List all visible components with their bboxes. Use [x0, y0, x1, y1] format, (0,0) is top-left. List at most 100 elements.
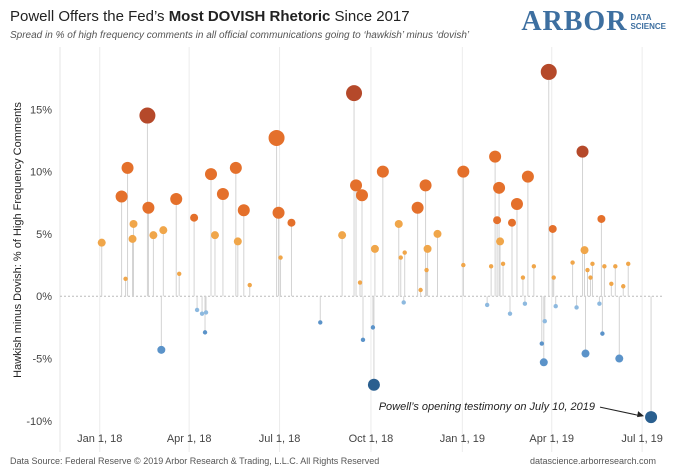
data-point [121, 161, 134, 174]
data-point [202, 330, 208, 335]
data-point [272, 206, 285, 219]
data-point [398, 255, 403, 260]
y-tick-label: 0% [36, 291, 52, 303]
arbor-logo: ARBOR DATA SCIENCE [521, 6, 666, 38]
data-point [576, 145, 589, 158]
logo-wordmark: ARBOR [521, 6, 628, 37]
data-point [521, 170, 534, 183]
data-point [247, 282, 252, 288]
data-point [551, 275, 556, 280]
data-point [203, 310, 209, 315]
data-point [418, 287, 423, 293]
data-point [590, 261, 595, 267]
data-point [520, 275, 526, 280]
data-point [585, 267, 590, 273]
data-point [268, 129, 285, 146]
data-point [157, 345, 166, 354]
chart-subtitle: Spread in % of high frequency comments i… [10, 30, 470, 41]
data-point [424, 267, 429, 273]
data-point [496, 237, 505, 246]
data-point [338, 231, 347, 240]
data-point [626, 261, 631, 267]
annotation-arrow [599, 406, 643, 417]
data-point [190, 213, 199, 222]
data-point [597, 214, 606, 223]
logo-sub-data: DATA [630, 13, 652, 22]
data-point [159, 226, 168, 235]
data-point [489, 150, 502, 163]
data-point [411, 201, 424, 214]
logo-sub-science: SCIENCE [630, 22, 666, 31]
data-point [574, 305, 579, 310]
data-point [597, 301, 602, 306]
title-suffix: Since 2017 [330, 8, 410, 25]
data-point [216, 188, 229, 201]
y-tick-label: -5% [32, 354, 52, 366]
data-point [457, 165, 470, 178]
data-point [210, 231, 219, 240]
chart-points [97, 63, 658, 424]
data-point [423, 244, 432, 253]
data-point [540, 63, 557, 80]
data-point [542, 318, 547, 324]
data-point [357, 280, 363, 285]
chart-title: Powell Offers the Fed’s Most DOVISH Rhet… [10, 8, 410, 25]
data-point [531, 264, 537, 269]
data-point [461, 262, 466, 268]
annotation-arrowhead [637, 411, 645, 418]
data-point [507, 311, 513, 316]
data-point [613, 264, 618, 269]
data-point [376, 165, 389, 178]
data-point [287, 218, 296, 227]
x-tick-label: Jan 1, 18 [77, 433, 122, 445]
data-point [539, 341, 544, 346]
data-point [609, 281, 614, 286]
data-point [360, 337, 366, 343]
data-point [237, 204, 250, 217]
data-point [177, 271, 182, 276]
data-point [355, 189, 368, 202]
data-point [500, 261, 506, 267]
website-link[interactable]: datascience.arborresearch.com [529, 456, 656, 466]
data-point [142, 201, 155, 214]
data-point [510, 198, 523, 211]
data-point [419, 179, 432, 192]
data-point [602, 264, 607, 269]
data-point [97, 238, 106, 247]
y-tick-label: -10% [26, 416, 52, 428]
chart-stems [101, 71, 652, 418]
data-point [553, 304, 558, 309]
y-axis-ticks: 15% 10% 5% 0% -5% -10% [26, 104, 52, 428]
data-point [229, 161, 242, 174]
y-tick-label: 15% [30, 104, 52, 116]
data-point [600, 331, 605, 336]
data-point [433, 229, 442, 238]
data-point [115, 190, 128, 203]
data-point [204, 168, 217, 181]
data-point [580, 246, 589, 255]
data-point [401, 300, 406, 305]
y-tick-label: 5% [36, 229, 52, 241]
data-point [194, 307, 200, 313]
y-tick-label: 10% [30, 167, 52, 179]
data-point [621, 284, 626, 289]
data-point [278, 255, 283, 260]
data-point [615, 354, 624, 363]
data-point [346, 85, 363, 102]
data-point [139, 107, 156, 124]
title-prefix: Powell Offers the Fed’s [10, 8, 169, 25]
data-point [350, 179, 363, 192]
annotation: Powell’s opening testimony on July 10, 2… [379, 401, 645, 418]
data-source: Data Source: Federal Reserve © 2019 Arbo… [10, 456, 380, 466]
data-point [233, 237, 242, 246]
title-emphasis: Most DOVISH Rhetoric [168, 8, 331, 25]
x-axis-ticks: Jan 1, 18 Apr 1, 18 Jul 1, 18 Oct 1, 18 Jan … [77, 433, 663, 445]
data-point [149, 231, 158, 240]
data-point [370, 244, 379, 253]
data-point [488, 264, 494, 269]
x-tick-label: Jan 1, 19 [440, 433, 485, 445]
data-point [199, 311, 205, 316]
data-point [128, 234, 137, 243]
data-point [588, 275, 593, 280]
